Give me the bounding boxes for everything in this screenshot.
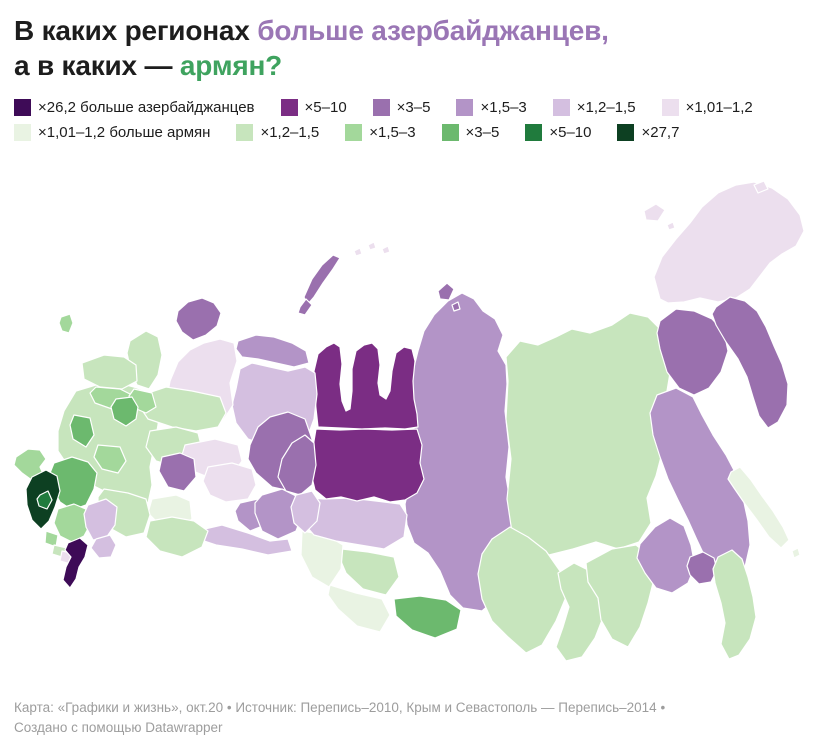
region-irkutsk[interactable]: irkutsk [477,526,567,655]
region-jewish-ao[interactable]: jewish-ao [686,551,718,586]
legend-label: ×27,7 [641,124,680,142]
legend-item-p4: ×1,5–3 [456,99,527,117]
legend-swatch-p5 [552,99,570,117]
region-moscow[interactable]: moscow [110,396,139,428]
legend-item-p1: ×26,2 больше азербайджанцев [14,99,255,117]
legend-row: ×1,01–1,2 больше армян ×1,2–1,5 ×1,5–3 ×3–5… [14,124,826,142]
legend-item-p5: ×1,2–1,5 [552,99,636,117]
region-pskov[interactable]: pskov [69,414,95,449]
legend-item-g3: ×1,5–3 [345,124,416,142]
region-sverdlovsk[interactable]: sverdlovsk [277,434,317,497]
footer: Карта: «Графики и жизнь», окт.20 • Источ… [14,698,826,737]
legend-label: ×5–10 [549,124,592,142]
legend-label: ×26,2 больше азербайджанцев [38,99,255,117]
region-yamalo-nenets[interactable]: yamalo-nenets [313,342,419,431]
legend-swatch-g2 [236,124,254,142]
region-severnaya-zemlya[interactable]: severnaya-zemlya [437,282,455,302]
region-novaya-zemlya-south[interactable]: novaya-zemlya-south [297,298,313,317]
region-kuril-islands[interactable]: kuril-islands [791,547,801,560]
title-line2-black: а в каких — [14,49,173,81]
region-tula-ryazan[interactable]: tula-ryazan [93,444,127,475]
region-chelyabinsk[interactable]: chelyabinsk [290,490,321,535]
legend-label: ×1,5–3 [369,124,416,142]
legend-item-g4: ×3–5 [441,124,500,142]
footer-created-with: Создано с помощью Datawrapper [14,720,223,735]
legend-swatch-p6 [661,99,679,117]
legend-label: ×3–5 [396,99,431,117]
region-orenburg[interactable]: orenburg [195,524,293,557]
legend-swatch-g1 [14,124,31,142]
region-new-siberian-islands-2[interactable]: new-siberian-islands-2 [666,221,676,232]
region-chukotka[interactable]: chukotka [653,181,805,305]
region-kamchatka[interactable]: kamchatka [711,296,789,430]
legend-swatch-p4 [456,99,474,117]
legend-item-p3: ×3–5 [372,99,431,117]
region-novaya-zemlya-north[interactable]: novaya-zemlya-north [303,254,341,307]
region-bashkortostan[interactable]: bashkortostan [254,488,304,541]
legend-swatch-p2 [280,99,298,117]
legend-swatch-p1 [14,99,31,117]
region-altai-krai[interactable]: altai-krai [327,584,391,634]
region-mari-el-chuvashia[interactable]: mari-el-chuvashia [158,452,197,493]
region-zabaikalsky[interactable]: zabaikalsky [585,544,655,649]
region-astrakhan[interactable]: astrakhan [90,534,117,560]
region-vologda-kostroma[interactable]: vologda-kostroma [139,386,227,433]
legend: ×26,2 больше азербайджанцев ×5–10 ×3–5 ×1,5… [14,99,826,142]
legend-label: ×1,01–1,2 [685,99,753,117]
legend-item-g5: ×5–10 [525,124,592,142]
region-tuva-altai-republic[interactable]: tuva-altai-republic [393,595,462,640]
region-karachay-cherkessia[interactable]: karachay-cherkessia [44,530,59,549]
region-franz-josef-land-2[interactable]: franz-josef-land-2 [367,241,377,252]
region-sakhalin[interactable]: sakhalin [727,466,790,550]
legend-row: ×26,2 больше азербайджанцев ×5–10 ×3–5 ×1,5… [14,99,826,117]
russia-choropleth-map: krasnoyarsk-taimyryakutiachukotkamagadan… [13,180,805,663]
region-leningrad[interactable]: leningrad [81,354,138,391]
legend-item-g6: ×27,7 [617,124,680,142]
legend-item-g2: ×1,2–1,5 [236,124,320,142]
title-line1-black: В каких регионах [14,15,250,46]
region-primorsky[interactable]: primorsky [712,549,757,661]
region-novosibirsk[interactable]: novosibirsk [339,548,400,597]
region-murmansk[interactable]: murmansk [175,297,222,342]
region-adygea[interactable]: adygea [36,490,53,511]
legend-swatch-g4 [441,124,459,142]
legend-label: ×1,2–1,5 [576,99,636,117]
legend-label: ×5–10 [304,99,347,117]
title-armenian-phrase: армян? [179,49,283,81]
region-nenets-ao[interactable]: nenets-ao [235,334,310,369]
region-stavropol[interactable]: stavropol [53,503,92,544]
legend-label: ×1,2–1,5 [260,124,320,142]
region-severnaya-zemlya-2[interactable]: severnaya-zemlya-2 [451,301,461,313]
region-tatarstan[interactable]: tatarstan [202,462,257,504]
legend-item-g1: ×1,01–1,2 больше армян [14,124,211,142]
region-khanty-mansi[interactable]: khanty-mansi [310,428,425,504]
region-yakutia[interactable]: yakutia [505,312,671,557]
region-saratov[interactable]: saratov [145,516,209,559]
region-kalmykia[interactable]: kalmykia [83,498,118,542]
region-dagestan[interactable]: dagestan [62,537,89,590]
region-franz-josef-land-1[interactable]: franz-josef-land-1 [353,247,363,258]
legend-label: ×1,5–3 [480,99,527,117]
region-kaliningrad[interactable]: kaliningrad [58,313,74,335]
region-wrangel-island[interactable]: wrangel-island [753,180,769,195]
page-title: В каких регионах больше азербайджанцев, а… [14,14,826,83]
legend-swatch-g6 [617,124,635,142]
region-new-siberian-islands[interactable]: new-siberian-islands [643,203,666,223]
legend-item-p2: ×5–10 [280,99,347,117]
legend-swatch-g3 [345,124,363,142]
legend-item-p6: ×1,01–1,2 [661,99,753,117]
region-magadan[interactable]: magadan [656,308,729,397]
legend-swatch-g5 [525,124,543,142]
legend-label: ×3–5 [465,124,500,142]
title-azeri-phrase: больше азербайджанцев, [257,15,609,46]
legend-label: ×1,01–1,2 больше армян [38,124,211,142]
region-franz-josef-land-3[interactable]: franz-josef-land-3 [381,245,391,256]
footer-attribution: Карта: «Графики и жизнь», окт.20 • Источ… [14,700,666,716]
legend-swatch-p3 [372,99,390,117]
